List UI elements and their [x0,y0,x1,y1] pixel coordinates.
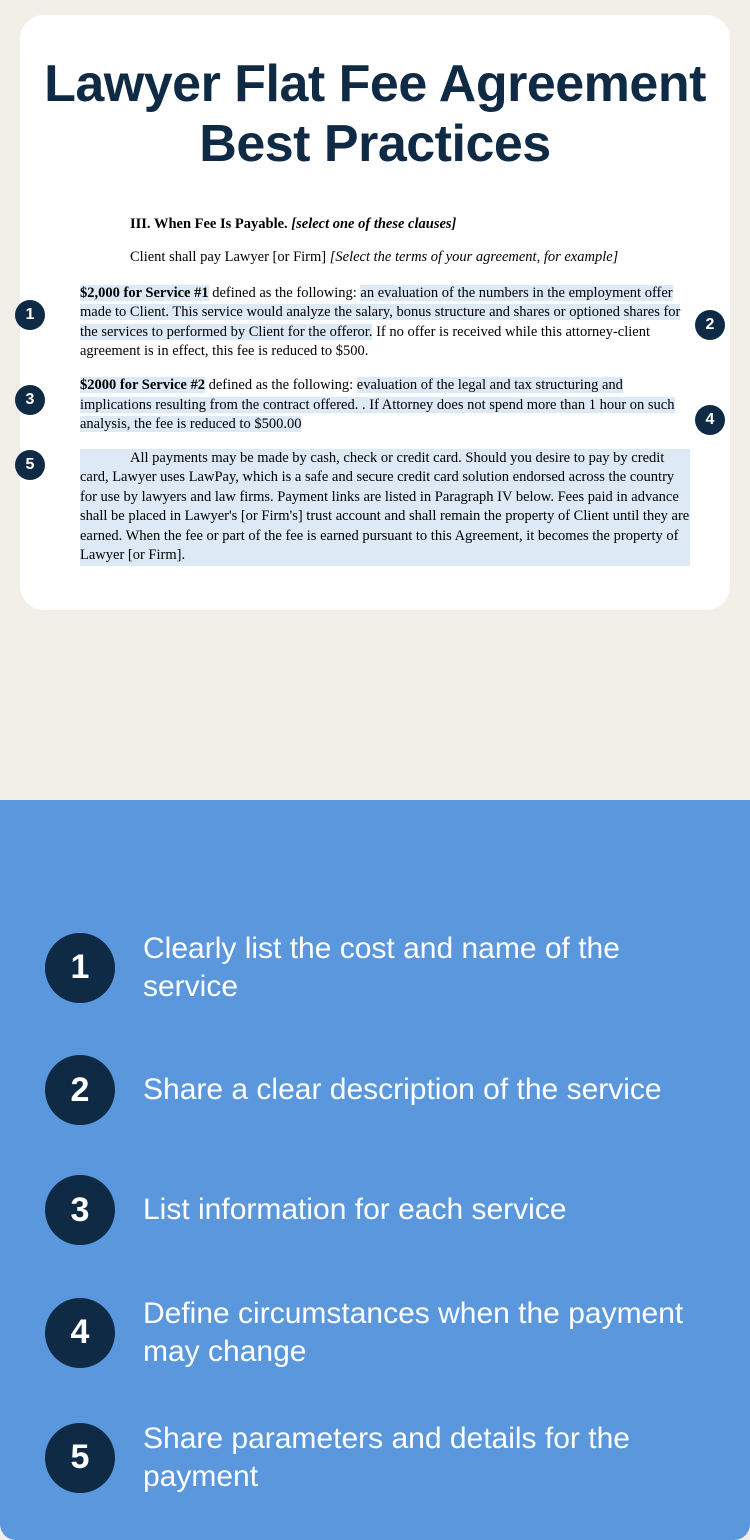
section-title: When Fee Is Payable. [154,216,288,232]
info-card: Lawyer Flat Fee Agreement Best Practices… [20,15,730,610]
sample-document: III. When Fee Is Payable. [select one of… [40,215,710,566]
annotation-pin-4: 4 [695,405,725,435]
tip-number-badge: 4 [45,1298,115,1368]
tip-number-badge: 2 [45,1055,115,1125]
tip-number-badge: 3 [45,1175,115,1245]
doc-paragraph-3: All payments may be made by cash, check … [80,449,690,566]
tip-row: 4 Define circumstances when the payment … [45,1295,705,1370]
tip-text: Share parameters and details for the pay… [143,1420,705,1495]
tip-text: Clearly list the cost and name of the se… [143,930,705,1005]
tip-number-badge: 1 [45,933,115,1003]
doc-section-heading: III. When Fee Is Payable. [select one of… [130,215,690,235]
lead-text: Client shall pay Lawyer [or Firm] [130,249,326,265]
service1-price: $2,000 for Service #1 [80,285,209,301]
tip-number-badge: 5 [45,1423,115,1493]
tip-text: Define circumstances when the payment ma… [143,1295,705,1370]
doc-lead-line: Client shall pay Lawyer [or Firm] [Selec… [130,248,690,268]
tip-row: 5 Share parameters and details for the p… [45,1420,705,1495]
tip-text: List information for each service [143,1191,567,1229]
section-number: III. [130,216,151,232]
section-instruction: [select one of these clauses] [291,216,456,232]
tip-row: 2 Share a clear description of the servi… [45,1055,705,1125]
service2-mid: defined as the following: [205,377,357,393]
service2-price: $2000 for Service #2 [80,377,205,393]
tip-row: 3 List information for each service [45,1175,705,1245]
doc-paragraph-2: $2000 for Service #2 defined as the foll… [80,376,690,435]
doc-paragraph-1: $2,000 for Service #1 defined as the fol… [80,284,690,362]
service1-mid: defined as the following: [209,285,361,301]
annotation-pin-3: 3 [15,385,45,415]
lead-instruction: [Select the terms of your agreement, for… [330,249,619,265]
annotation-pin-2: 2 [695,310,725,340]
annotation-pin-1: 1 [15,300,45,330]
annotation-pin-5: 5 [15,450,45,480]
tips-panel: 1 Clearly list the cost and name of the … [0,800,750,1540]
tip-text: Share a clear description of the service [143,1071,662,1109]
page-title: Lawyer Flat Fee Agreement Best Practices [40,55,710,175]
tip-row: 1 Clearly list the cost and name of the … [45,930,705,1005]
